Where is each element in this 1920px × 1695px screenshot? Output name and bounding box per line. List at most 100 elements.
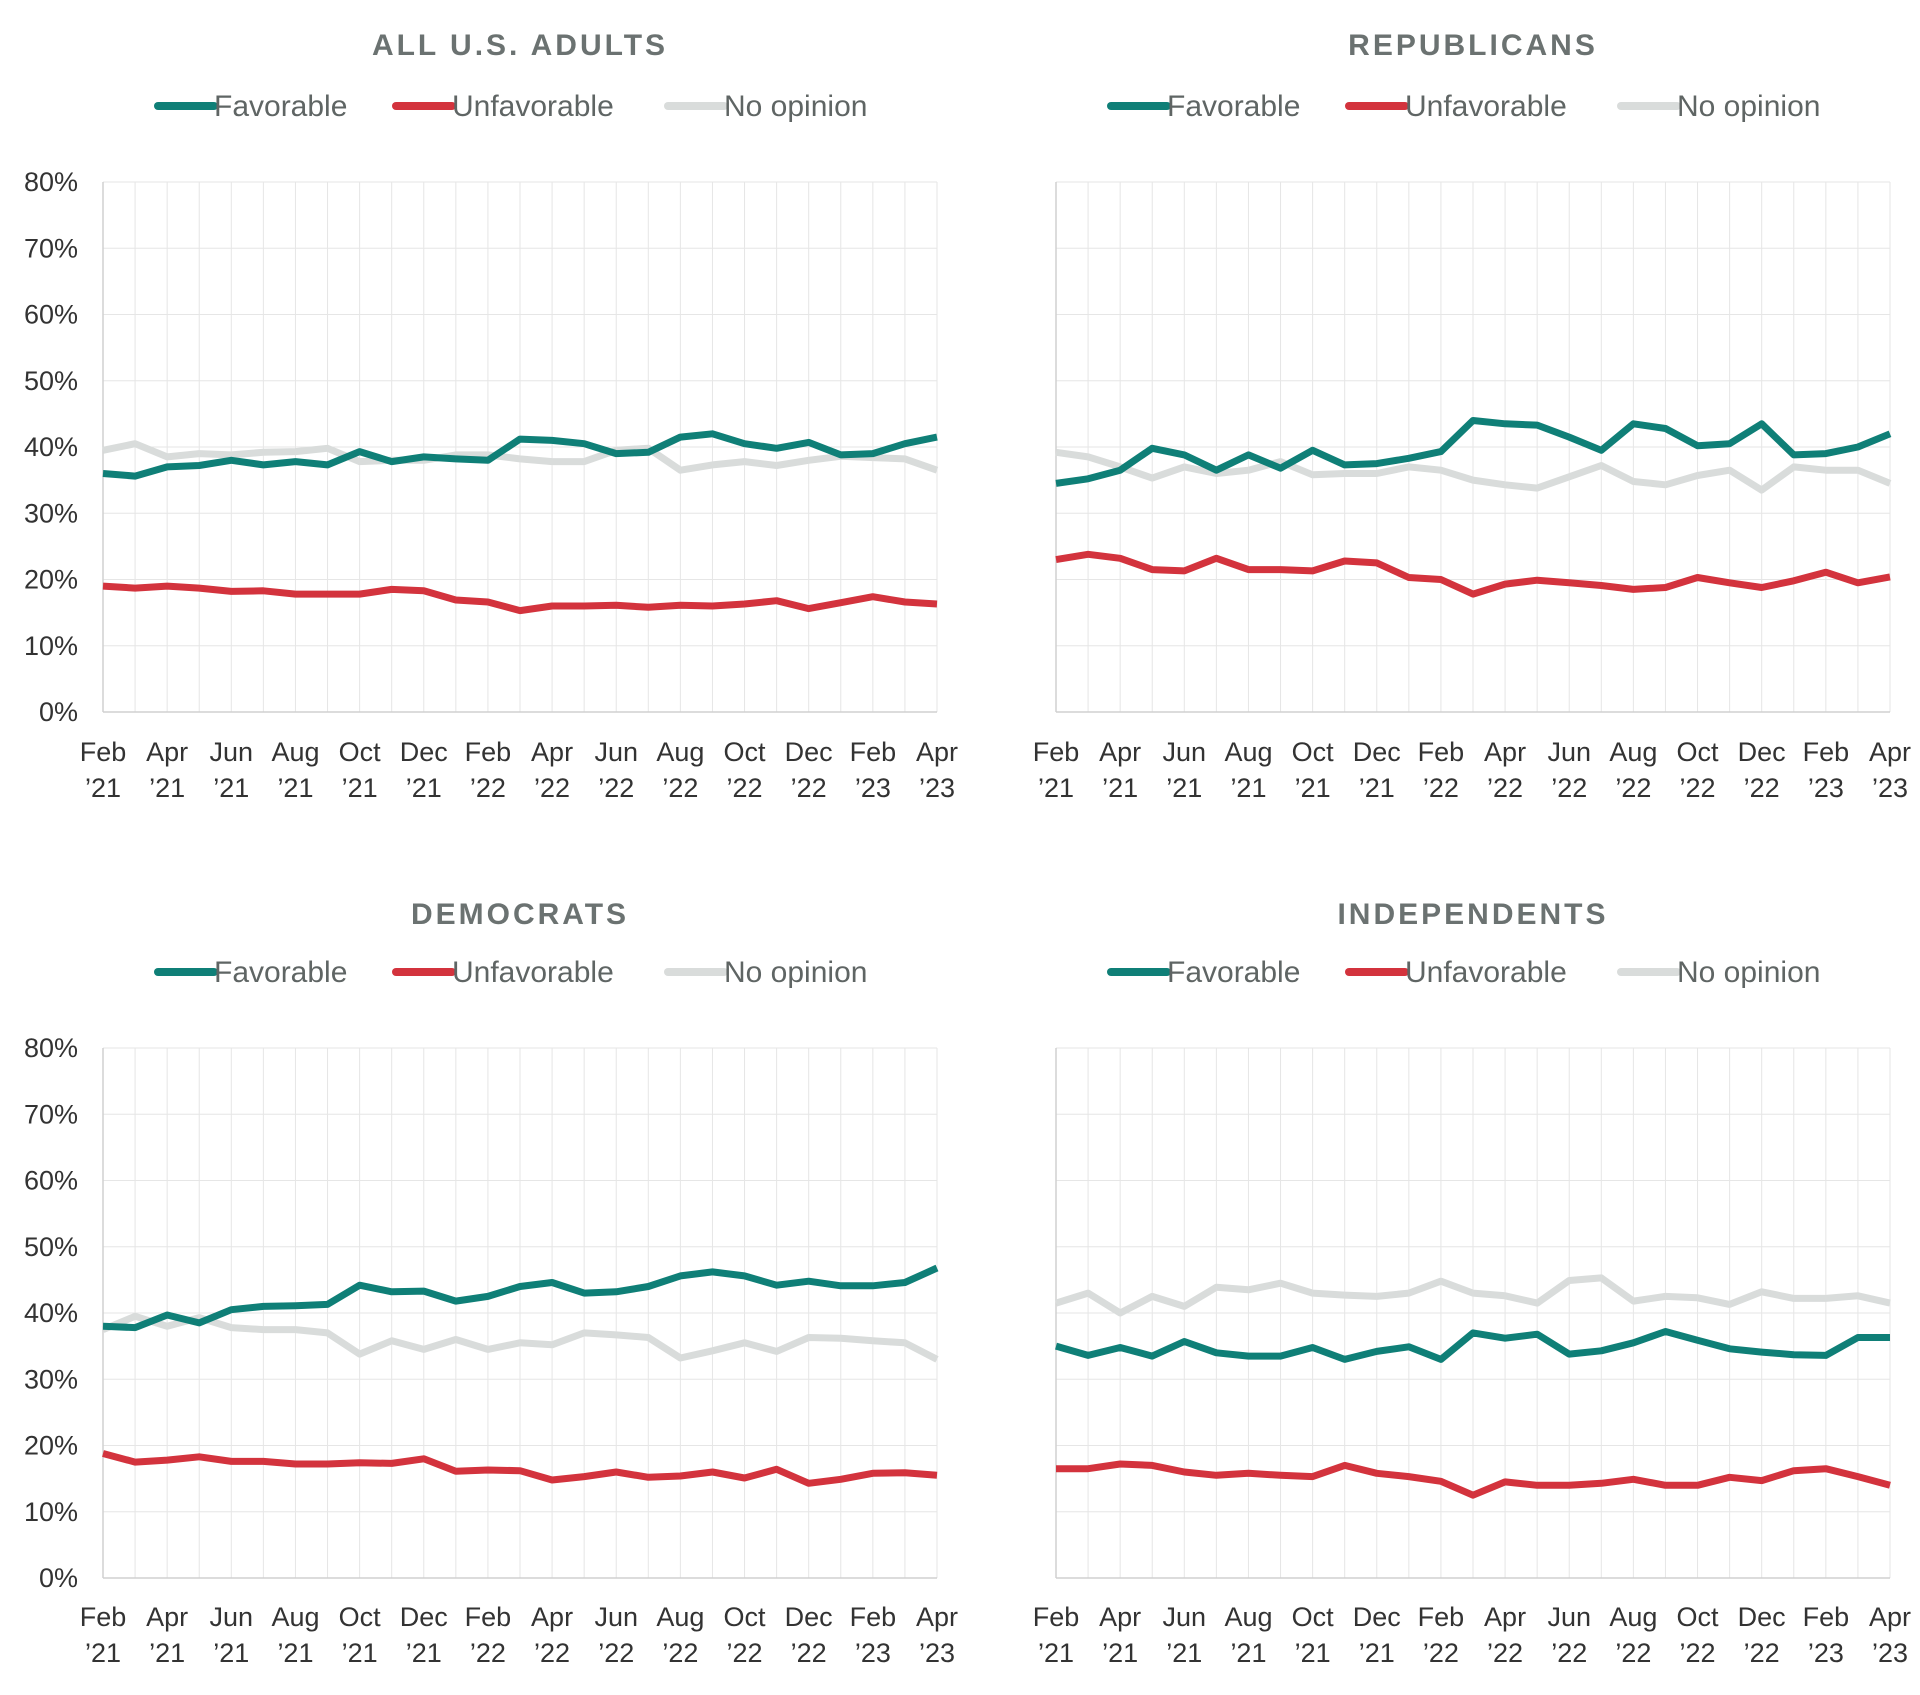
x-tick-label-year: ’21 <box>213 1638 249 1668</box>
x-tick-label-year: ’22 <box>727 1638 763 1668</box>
x-tick-label-year: ’23 <box>1872 1638 1908 1668</box>
x-tick-label-year: ’21 <box>1166 773 1202 803</box>
x-tick-label-year: ’21 <box>342 773 378 803</box>
x-tick-label-year: ’22 <box>791 1638 827 1668</box>
x-tick-label: Aug <box>656 737 704 767</box>
x-tick-label: Apr <box>531 737 573 767</box>
y-tick-label: 50% <box>24 1232 78 1262</box>
y-tick-label: 10% <box>24 1497 78 1527</box>
x-tick-label: Apr <box>146 737 188 767</box>
x-tick-label-year: ’21 <box>1359 1638 1395 1668</box>
x-tick-label: Oct <box>339 737 382 767</box>
x-tick-label-year: ’22 <box>470 1638 506 1668</box>
y-tick-label: 80% <box>24 1033 78 1063</box>
x-tick-label-year: ’22 <box>1551 773 1587 803</box>
y-tick-label: 20% <box>24 1431 78 1461</box>
chart-panel-2: REPUBLICANS Favorable Unfavorable No opinio… <box>1033 29 1911 803</box>
series-line-unfavorable <box>1056 1460 1891 1499</box>
x-tick-label: Aug <box>1609 737 1657 767</box>
y-tick-label: 80% <box>24 167 78 197</box>
x-tick-label-year: ’21 <box>213 773 249 803</box>
series-line-no-opinion <box>1055 448 1892 494</box>
x-tick-label-year: ’21 <box>1295 1638 1331 1668</box>
x-tick-label: Feb <box>465 737 512 767</box>
series-line-unfavorable <box>102 1450 938 1487</box>
y-tick-label: 50% <box>24 366 78 396</box>
x-tick-label-year: ’22 <box>727 773 763 803</box>
chart-panel-1: ALL U.S. ADULTS Favorable Unfavorable No op… <box>24 29 958 803</box>
x-tick-label: Aug <box>1224 737 1272 767</box>
legend-label-no-opinion: No opinion <box>724 90 867 123</box>
x-tick-label: Apr <box>1869 1602 1911 1632</box>
x-tick-label: Feb <box>1418 737 1465 767</box>
x-tick-label: Aug <box>271 1602 319 1632</box>
y-tick-label: 30% <box>24 498 78 528</box>
chart-title: DEMOCRATS <box>411 898 629 931</box>
chart-title: ALL U.S. ADULTS <box>372 29 668 62</box>
series-line-favorable <box>102 430 938 480</box>
legend-label-unfavorable: Unfavorable <box>452 90 614 123</box>
x-tick-label-year: ’22 <box>1487 773 1523 803</box>
y-tick-label: 40% <box>24 1298 78 1328</box>
x-tick-label: Jun <box>594 737 638 767</box>
x-tick-label: Aug <box>1609 1602 1657 1632</box>
x-tick-label-year: ’21 <box>149 773 185 803</box>
x-tick-label: Oct <box>1677 1602 1720 1632</box>
legend-label-favorable: Favorable <box>1167 956 1300 989</box>
x-tick-label: Jun <box>1547 737 1591 767</box>
x-tick-label: Feb <box>465 1602 512 1632</box>
x-tick-label: Feb <box>1033 1602 1080 1632</box>
series-line-unfavorable <box>102 582 938 615</box>
chart-title: REPUBLICANS <box>1348 29 1598 62</box>
x-tick-label-year: ’21 <box>406 773 442 803</box>
x-tick-label: Oct <box>1677 737 1720 767</box>
x-tick-label: Dec <box>400 737 448 767</box>
x-tick-label-year: ’21 <box>1359 773 1395 803</box>
x-tick-label: Feb <box>850 1602 897 1632</box>
x-tick-label-year: ’22 <box>1487 1638 1523 1668</box>
x-tick-label-year: ’23 <box>919 773 955 803</box>
x-tick-label-year: ’22 <box>662 1638 698 1668</box>
x-tick-label-year: ’22 <box>1423 1638 1459 1668</box>
x-tick-label-year: ’22 <box>598 773 634 803</box>
x-tick-label: Dec <box>785 737 833 767</box>
legend-label-unfavorable: Unfavorable <box>1405 956 1567 989</box>
x-tick-label-year: ’23 <box>1808 773 1844 803</box>
x-tick-label: Feb <box>1418 1602 1465 1632</box>
x-tick-label: Feb <box>850 737 897 767</box>
y-tick-label: 20% <box>24 565 78 595</box>
x-tick-label: Aug <box>656 1602 704 1632</box>
series-line-no-opinion <box>102 440 939 474</box>
series-line-favorable <box>102 1264 939 1332</box>
x-tick-label-year: ’21 <box>342 1638 378 1668</box>
x-tick-label-year: ’22 <box>662 773 698 803</box>
x-tick-label-year: ’22 <box>1744 1638 1780 1668</box>
x-tick-label: Feb <box>80 737 127 767</box>
x-tick-label-year: ’21 <box>1038 1638 1074 1668</box>
x-tick-label-year: ’21 <box>277 773 313 803</box>
legend-label-no-opinion: No opinion <box>1677 90 1820 123</box>
chart-title: INDEPENDENTS <box>1337 898 1608 931</box>
x-tick-label-year: ’23 <box>1808 1638 1844 1668</box>
x-tick-label-year: ’21 <box>1230 1638 1266 1668</box>
x-tick-label: Dec <box>1738 737 1786 767</box>
x-tick-label-year: ’21 <box>85 773 121 803</box>
legend-label-no-opinion: No opinion <box>724 956 867 989</box>
x-tick-label: Aug <box>271 737 319 767</box>
x-tick-label: Apr <box>531 1602 573 1632</box>
y-tick-label: 70% <box>24 233 78 263</box>
x-tick-label-year: ’22 <box>1680 773 1716 803</box>
x-tick-label: Feb <box>1803 737 1850 767</box>
x-tick-label-year: ’22 <box>470 773 506 803</box>
x-tick-label: Jun <box>210 1602 254 1632</box>
x-tick-label: Apr <box>916 1602 958 1632</box>
legend-label-unfavorable: Unfavorable <box>452 956 614 989</box>
y-tick-label: 40% <box>24 432 78 462</box>
x-tick-label-year: ’22 <box>791 773 827 803</box>
x-tick-label: Jun <box>594 1602 638 1632</box>
x-tick-label: Apr <box>1099 737 1141 767</box>
x-tick-label: Jun <box>1163 1602 1207 1632</box>
x-tick-label: Feb <box>1033 737 1080 767</box>
y-tick-label: 60% <box>24 300 78 330</box>
legend-label-favorable: Favorable <box>1167 90 1300 123</box>
